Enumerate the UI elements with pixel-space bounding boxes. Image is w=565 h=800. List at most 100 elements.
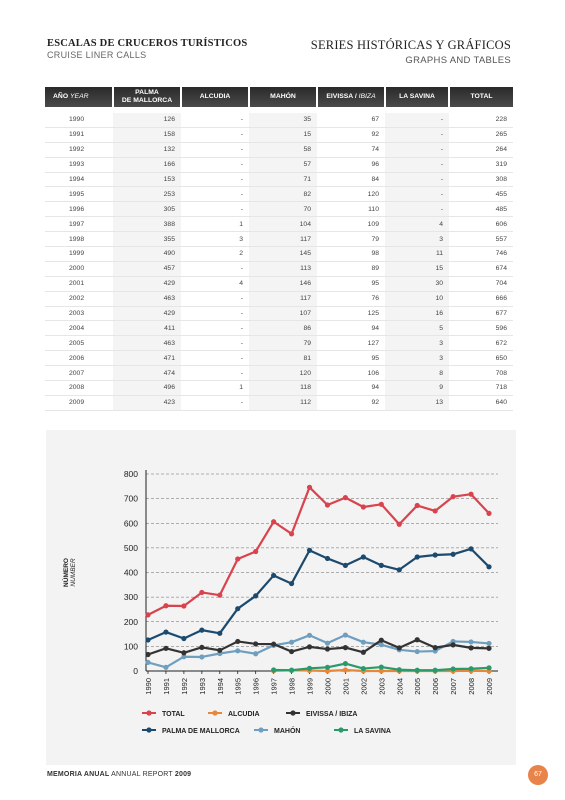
data-point-mah-n: [468, 639, 474, 645]
table-cell: 319: [449, 157, 513, 173]
table-cell: -: [181, 157, 249, 173]
data-point-palma-de-mallorca: [486, 564, 492, 570]
table-cell: -: [181, 306, 249, 322]
data-point-eivissa-ibiza: [342, 645, 349, 651]
data-point-eivissa-ibiza: [181, 650, 187, 656]
data-point-eivissa-ibiza: [468, 645, 474, 651]
table-cell: 471: [113, 350, 181, 367]
data-point-palma-de-mallorca: [432, 552, 438, 558]
table-row: 1994 153-71 84-308: [45, 172, 513, 188]
y-tick-label: 500: [124, 543, 138, 553]
table-cell: 153: [113, 172, 181, 188]
data-point-total: [360, 504, 366, 510]
table-cell: -: [181, 320, 249, 337]
x-tick-label: 2002: [359, 678, 368, 695]
data-point-total: [163, 603, 169, 609]
data-point-mah-n: [360, 639, 366, 645]
data-point-alcudia: [378, 668, 384, 674]
x-tick-label: 1998: [288, 678, 297, 695]
legend-label-mah-n: MAHÓN: [274, 726, 300, 735]
data-point-eivissa-ibiza: [145, 651, 151, 658]
data-point-total: [306, 484, 313, 490]
table-cell: 82: [249, 186, 317, 203]
table-cell: 264: [449, 142, 513, 158]
table-row: 1990 126-35 67-228: [45, 113, 513, 128]
y-tick-label: 300: [124, 592, 138, 602]
y-tick-label: 600: [124, 518, 138, 528]
data-point-total: [199, 589, 205, 596]
legend-label-palma-de-mallorca: PALMA DE MALLORCA: [162, 728, 240, 735]
chart-panel: 0 100 200 300 400 500 600 700 800 1990 1991 1992 199…: [46, 430, 516, 765]
table-cell: 3: [181, 231, 249, 248]
table-cell: 126: [113, 113, 181, 128]
data-point-palma-de-mallorca: [396, 567, 402, 573]
table-cell: 4: [181, 276, 249, 292]
x-tick-label: 1997: [270, 678, 279, 695]
series-line-eivissa-ibiza: [147, 638, 490, 656]
table-cell: -: [385, 172, 449, 188]
legend-marker-alcudia: [212, 710, 218, 716]
data-point-mah-n: [199, 654, 205, 660]
table-cell: 79: [249, 335, 317, 352]
table-cell: 253: [113, 186, 181, 203]
data-point-eivissa-ibiza: [163, 645, 169, 651]
data-point-la-savina: [342, 661, 349, 667]
data-point-la-savina: [378, 664, 384, 670]
data-point-palma-de-mallorca: [288, 580, 295, 587]
data-point-palma-de-mallorca: [253, 593, 259, 599]
table-row: 2005 463-79 127 3 672: [45, 335, 513, 352]
data-point-la-savina: [486, 665, 492, 671]
table-cell: 67: [317, 113, 385, 128]
table-cell: -: [181, 142, 249, 158]
table-row: 1997 388 1 104 109 4 606: [45, 216, 513, 233]
data-point-eivissa-ibiza: [396, 645, 402, 651]
table-row: 2000 457-113 89 15 674: [45, 261, 513, 277]
table-cell: -: [385, 127, 449, 143]
table-cell: 1994: [45, 172, 113, 188]
table-cell: 9: [385, 380, 449, 396]
table-cell: 95: [317, 350, 385, 367]
data-point-la-savina: [450, 666, 456, 672]
table-cell: 15: [249, 127, 317, 143]
data-point-mah-n: [414, 648, 420, 655]
cruise-calls-table: AÑO YEAR PALMA DE MALLORCA ALCUDIA MAHÓN…: [45, 87, 513, 411]
data-point-la-savina: [360, 665, 366, 672]
legend-label-total: TOTAL: [162, 711, 185, 718]
legend-label-eivissa-ibiza: EIVISSA / IBIZA: [306, 711, 357, 718]
col-header-year: AÑO YEAR: [45, 87, 114, 107]
table-cell: 1995: [45, 186, 113, 203]
table-cell: 2002: [45, 291, 113, 307]
data-point-mah-n: [342, 632, 349, 638]
table-cell: 2: [181, 246, 249, 262]
data-point-palma-de-mallorca: [324, 555, 331, 562]
table-cell: 606: [449, 216, 513, 233]
table-cell: -: [385, 157, 449, 173]
table-cell: -: [181, 127, 249, 143]
table-cell: 457: [113, 261, 181, 277]
x-tick-label: 2001: [341, 678, 350, 695]
table-cell: 485: [449, 201, 513, 218]
table-cell: 2004: [45, 320, 113, 337]
table-cell: 411: [113, 320, 181, 337]
data-point-eivissa-ibiza: [288, 648, 295, 655]
table-cell: 1996: [45, 201, 113, 218]
data-point-palma-de-mallorca: [181, 635, 187, 642]
col-header-eivissa: EIVISSA / IBIZA: [317, 87, 386, 107]
table-row: 2002 463-117 76 10 666: [45, 291, 513, 307]
table-cell: 118: [249, 380, 317, 396]
table-cell: 113: [249, 261, 317, 277]
data-point-mah-n: [486, 640, 492, 647]
x-tick-label: 1996: [252, 678, 261, 695]
table-cell: -: [181, 335, 249, 352]
data-point-total: [145, 612, 151, 618]
data-point-total: [324, 502, 331, 508]
data-point-palma-de-mallorca: [468, 546, 474, 552]
y-axis-label: NÚMERO: [61, 558, 70, 587]
data-point-eivissa-ibiza: [486, 645, 492, 651]
table-cell: 429: [113, 306, 181, 322]
table-cell: 474: [113, 365, 181, 382]
table-cell: 13: [385, 395, 449, 411]
table-cell: -: [385, 201, 449, 218]
table-row: 2009 423-112 92 13 640: [45, 395, 513, 411]
x-tick-label: 1993: [198, 678, 207, 695]
